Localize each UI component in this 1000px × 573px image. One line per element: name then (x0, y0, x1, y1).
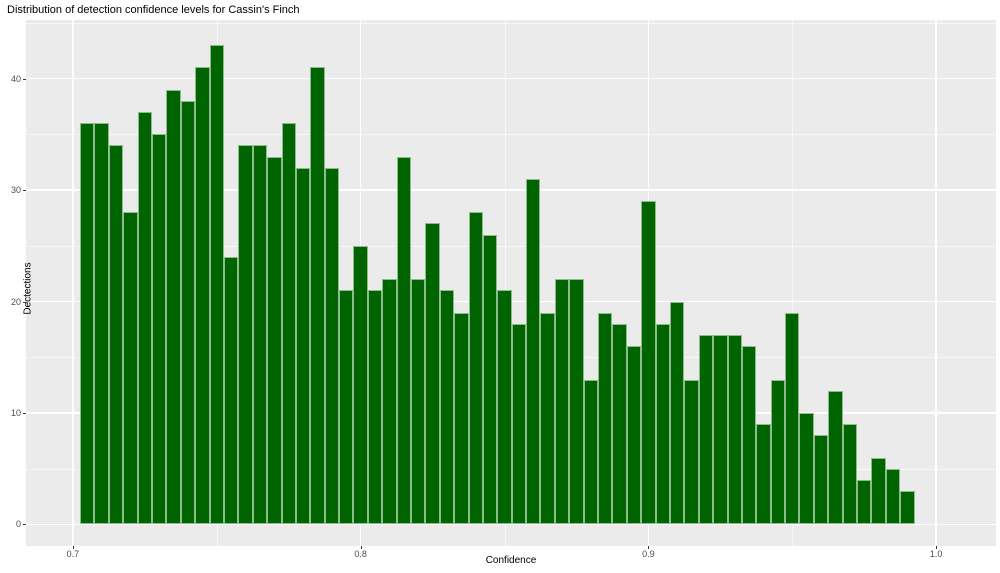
y-axis-tick (23, 301, 26, 303)
chart-title: Distribution of detection confidence lev… (7, 4, 300, 16)
histogram-bar (367, 290, 383, 525)
histogram-bar (152, 134, 167, 525)
histogram-bar (324, 167, 340, 525)
histogram-bar (554, 279, 570, 525)
histogram-bar (770, 379, 786, 525)
x-axis-tick (360, 546, 362, 549)
histogram-bar (238, 145, 253, 525)
x-major-gridline (72, 20, 74, 546)
histogram-bar (310, 67, 325, 525)
histogram-bar (655, 323, 670, 525)
histogram-bar (195, 67, 210, 525)
y-minor-gridline (26, 134, 996, 136)
y-axis-tick (23, 412, 26, 414)
y-axis-tick (23, 190, 26, 192)
histogram-bar (180, 100, 196, 525)
histogram-bar (382, 279, 397, 525)
y-tick-label: 0 (15, 519, 21, 530)
histogram-bar (94, 123, 109, 525)
histogram-bar (497, 290, 512, 525)
y-minor-gridline (26, 245, 996, 247)
histogram-bar (885, 468, 901, 525)
y-major-gridline (26, 77, 996, 80)
x-axis-tick (72, 546, 74, 549)
histogram-bar (727, 334, 742, 525)
y-tick-label: 30 (10, 185, 21, 196)
histogram-bar (511, 323, 527, 525)
histogram-bar (540, 312, 555, 525)
histogram-bar (641, 201, 656, 525)
histogram-bar (468, 212, 483, 525)
histogram-bar (583, 379, 599, 525)
y-axis-tick (23, 78, 26, 80)
histogram-bar (353, 245, 368, 525)
histogram-bar (741, 346, 757, 525)
y-major-gridline (26, 189, 996, 191)
histogram-bar (857, 479, 872, 525)
histogram-bar (411, 279, 426, 525)
x-tick-label: 0.8 (354, 549, 367, 559)
histogram-bar (223, 256, 239, 525)
x-tick-label: 0.7 (66, 549, 80, 559)
histogram-bar (713, 334, 728, 525)
histogram-bar (137, 111, 153, 525)
histogram-bar (698, 334, 714, 525)
histogram-bar (123, 212, 138, 525)
histogram-bar (612, 323, 627, 525)
histogram-bar (569, 279, 584, 525)
histogram-bar (454, 312, 469, 525)
histogram-bar (684, 379, 699, 525)
y-tick-label: 10 (10, 407, 21, 418)
histogram-bar (799, 413, 814, 525)
histogram-bar (166, 89, 181, 525)
x-major-gridline (935, 20, 937, 546)
histogram-bar (828, 390, 843, 525)
histogram-bar (756, 424, 771, 525)
histogram-bar (267, 156, 282, 525)
histogram-bar (396, 156, 411, 525)
histogram-bar (598, 312, 613, 525)
y-axis-tick (23, 524, 26, 526)
x-tick-label: 0.9 (642, 549, 655, 559)
histogram-bar (80, 123, 95, 525)
histogram-bar (669, 301, 685, 525)
histogram-bar (482, 234, 498, 525)
histogram-bar (108, 145, 124, 525)
histogram-bar (281, 123, 296, 525)
histogram-bar (626, 346, 642, 525)
plot-panel (26, 20, 996, 546)
histogram-bar (209, 45, 224, 525)
y-tick-label: 40 (10, 73, 21, 84)
histogram-bar (813, 435, 829, 525)
histogram-bar (425, 223, 440, 525)
x-axis-tick (936, 546, 938, 549)
histogram-bar (295, 167, 311, 525)
histogram-bar (526, 178, 541, 525)
x-tick-label: 1.0 (929, 549, 943, 559)
x-axis-tick (648, 546, 650, 549)
histogram-bar (900, 491, 915, 525)
histogram-bar (252, 145, 268, 525)
histogram-bar (339, 290, 354, 525)
histogram-bar (439, 290, 455, 525)
x-minor-gridline (792, 20, 794, 546)
x-minor-gridline (504, 20, 506, 546)
x-axis-title: Confidence (485, 555, 537, 566)
histogram-bar (871, 457, 886, 525)
histogram-bar (785, 312, 800, 525)
y-minor-gridline (26, 22, 996, 24)
y-tick-label: 20 (10, 296, 21, 307)
y-axis-title: Dectections (22, 262, 34, 315)
histogram-bar (842, 424, 857, 525)
